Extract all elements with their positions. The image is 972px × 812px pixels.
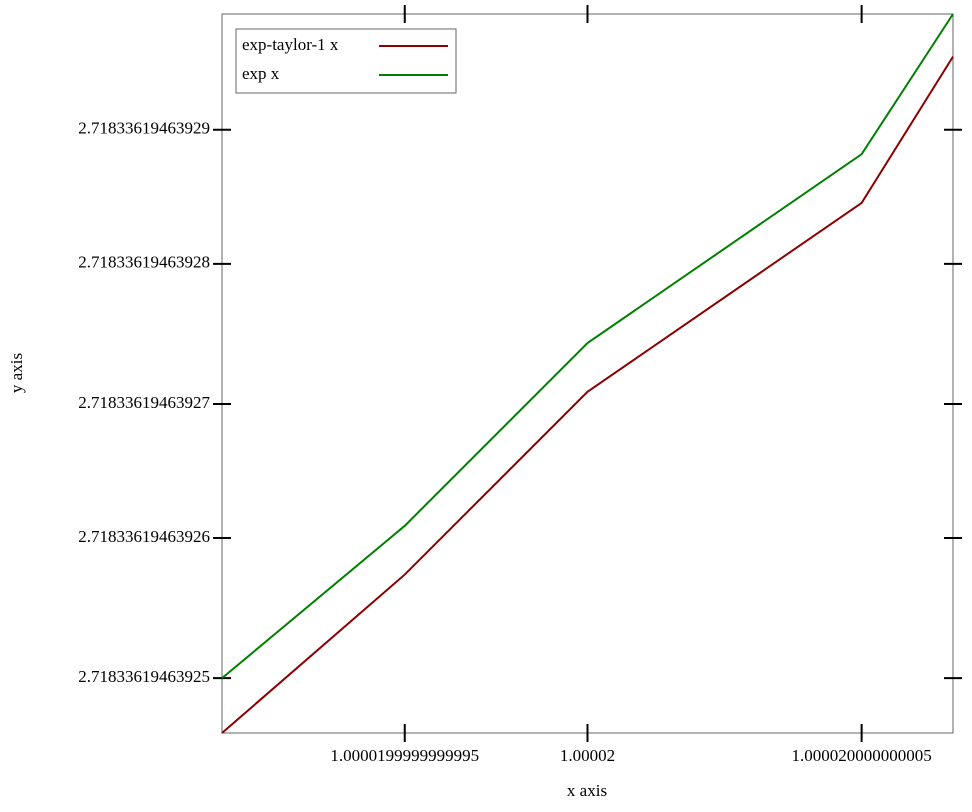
plot-frame: [221, 13, 954, 734]
legend: exp-taylor-1 x exp x: [235, 28, 457, 94]
y-tick-label: 2.71833619463929: [78, 119, 210, 138]
y-tick-label: 2.71833619463926: [78, 527, 210, 546]
legend-box: [235, 28, 457, 94]
legend-label: exp x: [242, 64, 280, 83]
y-tick-label: 2.71833619463928: [78, 253, 210, 272]
series-line: [221, 56, 954, 734]
y-tick-label: 2.71833619463925: [78, 667, 210, 686]
y-tick-label: 2.71833619463927: [78, 393, 210, 412]
y-axis-label: y axis: [7, 353, 26, 393]
x-tick-label: 1.0000199999999995: [330, 746, 479, 765]
legend-label: exp-taylor-1 x: [242, 35, 339, 54]
x-tick-label: 1.000020000000005: [792, 746, 932, 765]
x-tick-label: 1.00002: [560, 746, 615, 765]
series-line: [221, 13, 954, 679]
x-axis-label: x axis: [567, 781, 607, 800]
